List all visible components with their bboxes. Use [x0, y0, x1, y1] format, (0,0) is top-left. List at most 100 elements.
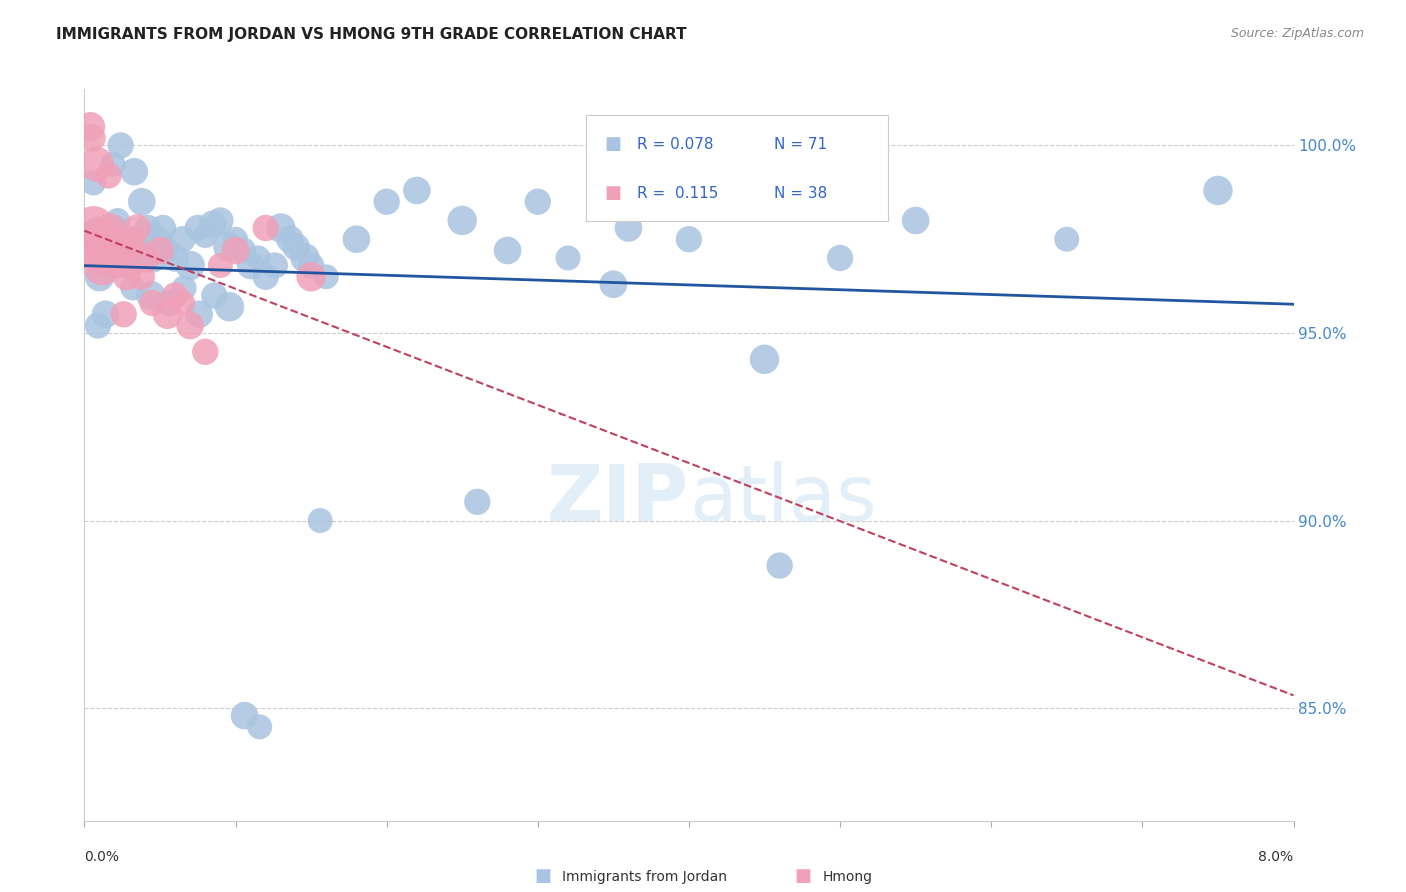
Text: Immigrants from Jordan: Immigrants from Jordan — [562, 871, 727, 884]
Point — [76, 232, 98, 246]
Text: ■: ■ — [534, 867, 551, 885]
Point — [131, 194, 153, 209]
Point — [233, 708, 256, 723]
Point — [188, 307, 211, 321]
Point — [904, 213, 927, 227]
Point — [94, 244, 117, 258]
Point — [278, 232, 301, 246]
Point — [172, 296, 194, 310]
Point — [467, 495, 489, 509]
Text: R =  0.115: R = 0.115 — [637, 186, 718, 201]
Text: ■: ■ — [794, 867, 811, 885]
Point — [156, 307, 179, 321]
Point — [1206, 184, 1229, 198]
Point — [146, 232, 169, 246]
Point — [254, 221, 277, 235]
Point — [141, 296, 163, 310]
Point — [263, 259, 285, 273]
Point — [172, 232, 194, 246]
Point — [225, 244, 247, 258]
Point — [602, 277, 624, 292]
Text: Source: ZipAtlas.com: Source: ZipAtlas.com — [1230, 27, 1364, 40]
Text: ZIP: ZIP — [547, 461, 689, 537]
Point — [90, 244, 112, 258]
Text: Hmong: Hmong — [823, 871, 873, 884]
FancyBboxPatch shape — [586, 115, 889, 221]
Point — [101, 232, 124, 246]
Point — [187, 221, 209, 235]
Text: N = 71: N = 71 — [773, 136, 827, 152]
Point — [249, 720, 271, 734]
Point — [118, 244, 141, 258]
Point — [179, 318, 201, 333]
Point — [79, 120, 101, 134]
Point — [82, 221, 104, 235]
Text: atlas: atlas — [689, 461, 876, 537]
Point — [100, 251, 122, 265]
Point — [101, 157, 124, 171]
Point — [156, 244, 179, 258]
Point — [118, 259, 141, 273]
Point — [91, 259, 114, 273]
Point — [239, 259, 262, 273]
Point — [217, 240, 239, 254]
Text: 0.0%: 0.0% — [84, 850, 120, 863]
Point — [86, 221, 108, 235]
Text: R = 0.078: R = 0.078 — [637, 136, 713, 152]
Point — [110, 138, 132, 153]
Point — [201, 217, 224, 231]
Point — [96, 232, 118, 246]
Point — [104, 221, 127, 235]
Point — [194, 344, 217, 359]
Point — [91, 251, 114, 265]
Point — [247, 251, 270, 265]
Point — [346, 232, 368, 246]
Point — [527, 194, 550, 209]
Point — [209, 213, 232, 227]
Text: 8.0%: 8.0% — [1258, 850, 1294, 863]
Point — [100, 244, 122, 258]
Point — [285, 240, 308, 254]
Point — [86, 157, 108, 171]
Point — [89, 269, 111, 284]
Point — [127, 232, 149, 246]
Point — [194, 228, 217, 243]
Point — [122, 165, 145, 179]
Point — [830, 251, 852, 265]
Point — [84, 232, 107, 246]
Point — [152, 221, 174, 235]
Point — [121, 232, 143, 246]
Point — [299, 269, 322, 284]
Point — [451, 213, 474, 227]
Point — [93, 232, 115, 246]
Point — [98, 221, 121, 235]
Point — [375, 194, 398, 209]
Point — [110, 244, 132, 258]
Point — [202, 288, 225, 302]
Point — [87, 251, 110, 265]
Point — [678, 232, 700, 246]
Point — [209, 259, 232, 273]
Point — [134, 251, 156, 265]
Point — [87, 318, 110, 333]
Point — [131, 269, 153, 284]
Point — [232, 244, 254, 258]
Point — [127, 221, 149, 235]
Point — [80, 131, 103, 145]
Text: N = 38: N = 38 — [773, 186, 827, 201]
Point — [179, 259, 201, 273]
Point — [104, 251, 127, 265]
Point — [218, 300, 240, 314]
Point — [315, 269, 337, 284]
Point — [139, 288, 162, 302]
Point — [112, 307, 135, 321]
Point — [94, 307, 117, 321]
Point — [107, 213, 129, 227]
Point — [254, 269, 277, 284]
Point — [173, 281, 195, 295]
Point — [157, 296, 180, 310]
Point — [294, 251, 316, 265]
Point — [115, 247, 138, 261]
Point — [107, 259, 129, 273]
Point — [97, 169, 120, 183]
